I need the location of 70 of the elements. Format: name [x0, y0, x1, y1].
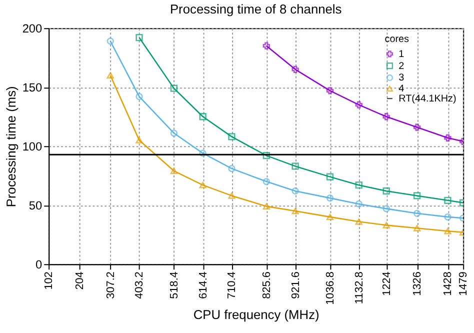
y-tick-label: 200	[22, 22, 43, 36]
point	[262, 42, 270, 50]
x-tick-label: 204	[74, 272, 86, 290]
x-tick-label: 1326	[412, 272, 424, 296]
legend-label: 3	[398, 72, 405, 84]
point	[170, 84, 178, 92]
point	[444, 196, 452, 204]
point	[355, 218, 362, 225]
x-tick-label: 710.4	[226, 272, 238, 299]
x-tick-label: 307.2	[104, 272, 117, 299]
x-tick-label: 921.6	[290, 272, 302, 299]
point	[262, 203, 270, 210]
point	[382, 187, 390, 195]
x-axis-title: CPU frequency (MHz)	[193, 306, 320, 322]
point	[326, 87, 334, 94]
point	[413, 124, 421, 131]
point	[228, 192, 236, 199]
x-tick-label: 1224	[380, 272, 393, 296]
point	[262, 152, 270, 160]
point	[382, 222, 390, 228]
point	[355, 200, 362, 208]
legend-label: 2	[398, 60, 405, 72]
point	[228, 133, 236, 140]
legend-label: RT(44.1KHz)	[398, 94, 456, 105]
point	[444, 213, 452, 221]
legend-label: 4	[398, 84, 405, 95]
x-tick-label: 403.2	[134, 272, 146, 299]
x-tick-label: 825.6	[260, 272, 273, 299]
y-tick-label: 0	[36, 258, 43, 272]
x-tick-label: 614.4	[197, 272, 210, 299]
point	[136, 34, 143, 42]
point	[106, 72, 114, 79]
point	[326, 173, 334, 180]
point	[199, 182, 206, 188]
point	[444, 134, 452, 142]
point	[136, 93, 143, 100]
legend-label: 1	[398, 48, 405, 60]
point	[262, 178, 270, 186]
point	[292, 66, 299, 74]
point	[228, 164, 236, 172]
point	[292, 162, 299, 170]
point	[382, 113, 390, 120]
point	[355, 182, 362, 189]
point	[326, 194, 334, 202]
x-tick-label: 102	[43, 272, 56, 290]
point	[170, 130, 178, 137]
point	[170, 168, 178, 174]
point	[199, 150, 206, 157]
x-tick-label: 518.4	[168, 272, 180, 299]
x-tick-label: 1428	[442, 272, 454, 296]
point	[355, 101, 362, 108]
chart-title: Processing time of 8 channels	[170, 1, 342, 16]
point	[382, 205, 390, 212]
point	[413, 224, 421, 232]
y-tick-label: 150	[22, 80, 43, 95]
point	[292, 208, 299, 214]
y-tick-label: 100	[22, 140, 43, 154]
y-axis-title: Processing time (ms)	[3, 86, 18, 208]
x-tick-label: 1132.8	[353, 272, 366, 304]
x-tick-label: 1036.8	[324, 272, 336, 305]
point	[136, 137, 143, 144]
point	[292, 187, 299, 195]
point	[444, 228, 452, 234]
point	[413, 192, 421, 200]
point	[413, 210, 421, 217]
y-tick-label: 50	[28, 198, 43, 213]
point	[199, 113, 206, 120]
legend-title: cores	[384, 34, 410, 46]
point	[326, 214, 334, 220]
x-tick-label: 1479	[458, 272, 470, 296]
